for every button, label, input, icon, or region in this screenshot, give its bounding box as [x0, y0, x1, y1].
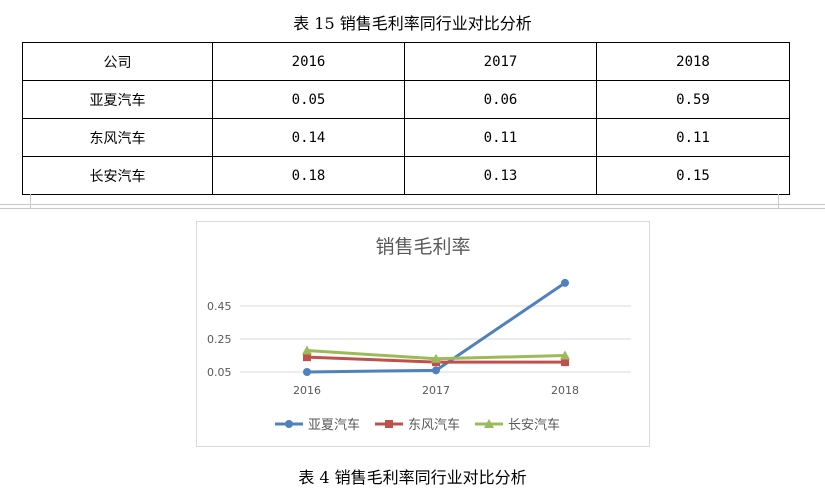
header-2018: 2018 — [596, 42, 790, 81]
legend-marker — [285, 420, 293, 428]
company-cell: 长安汽车 — [22, 156, 213, 195]
company-cell: 东风汽车 — [22, 118, 213, 157]
data-point — [560, 350, 570, 360]
legend: 亚夏汽车 东风汽车 长安汽车 — [275, 417, 560, 433]
legend-marker — [484, 419, 494, 428]
data-point — [431, 353, 441, 363]
value-cell: 0.13 — [404, 156, 597, 195]
figure-caption: 表 4 销售毛利率同行业对比分析 — [298, 468, 527, 487]
data-point — [432, 366, 440, 375]
page-break-marker — [0, 194, 825, 212]
series-lines — [302, 278, 570, 376]
x-tick-label: 2016 — [293, 384, 321, 397]
y-axis-ticks: 0.05 0.25 0.45 — [207, 300, 232, 379]
value-cell: 0.06 — [404, 80, 597, 119]
y-tick-label: 0.05 — [207, 366, 232, 379]
company-cell: 亚夏汽车 — [22, 80, 213, 119]
series-triangle — [302, 345, 570, 363]
x-tick-label: 2018 — [551, 384, 579, 397]
chart-frame: 销售毛利率 0.05 0.25 0.45 2016 2017 2018 亚夏汽车 东风汽车… — [196, 221, 650, 447]
comparison-table: 公司 2016 2017 2018 亚夏汽车 0.05 0.06 0.59 东风… — [22, 42, 790, 195]
value-cell: 0.11 — [404, 118, 597, 157]
line-chart: 销售毛利率 0.05 0.25 0.45 2016 2017 2018 亚夏汽车 东风汽车… — [207, 236, 631, 433]
data-point — [302, 345, 312, 355]
chart-title: 销售毛利率 — [375, 236, 470, 258]
header-company: 公司 — [22, 42, 213, 81]
header-2016: 2016 — [212, 42, 405, 81]
data-point — [561, 358, 569, 367]
legend-item: 长安汽车 — [475, 417, 560, 433]
series-circle — [303, 278, 569, 376]
table-row: 东风汽车 0.14 0.11 0.11 — [22, 118, 790, 157]
legend-item: 亚夏汽车 — [275, 417, 360, 433]
value-cell: 0.05 — [212, 80, 405, 119]
y-tick-label: 0.25 — [207, 333, 232, 346]
table-header-row: 公司 2016 2017 2018 — [22, 42, 790, 81]
value-cell: 0.11 — [596, 118, 790, 157]
data-point — [303, 368, 311, 376]
value-cell: 0.14 — [212, 118, 405, 157]
legend-marker — [385, 420, 393, 428]
table-caption: 表 15 销售毛利率同行业对比分析 — [293, 14, 532, 33]
legend-label: 亚夏汽车 — [308, 417, 360, 433]
value-cell: 0.59 — [596, 80, 790, 119]
x-tick-label: 2017 — [422, 384, 450, 397]
legend-item: 东风汽车 — [375, 417, 460, 433]
x-axis-ticks: 2016 2017 2018 — [293, 384, 579, 397]
legend-label: 长安汽车 — [508, 417, 560, 433]
value-cell: 0.18 — [212, 156, 405, 195]
y-tick-label: 0.45 — [207, 300, 232, 313]
legend-label: 东风汽车 — [408, 417, 460, 433]
table-row: 亚夏汽车 0.05 0.06 0.59 — [22, 80, 790, 119]
header-2017: 2017 — [404, 42, 597, 81]
data-point — [303, 353, 311, 362]
table-row: 长安汽车 0.18 0.13 0.15 — [22, 156, 790, 195]
value-cell: 0.15 — [596, 156, 790, 195]
data-point — [561, 278, 569, 287]
